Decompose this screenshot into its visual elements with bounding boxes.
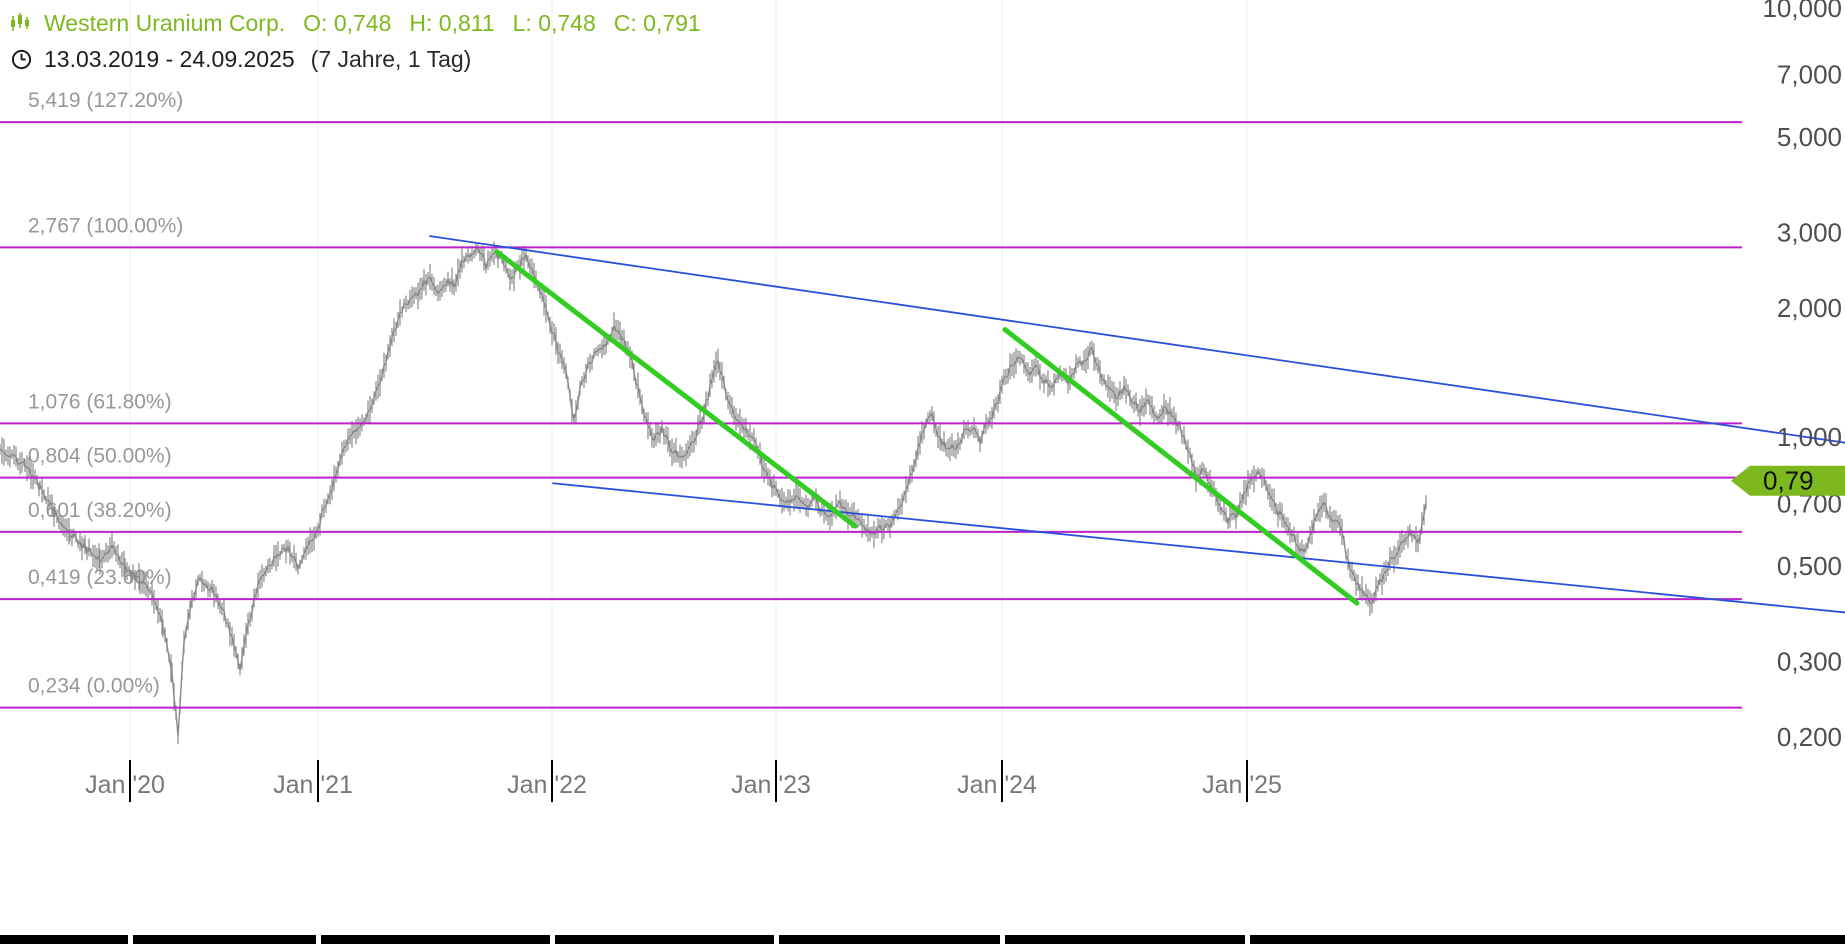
fib-level-label: 0,601 (38.20%) (28, 499, 172, 522)
channel-upper-trendline[interactable] (429, 235, 1845, 444)
open-value: O: 0,748 (303, 9, 392, 36)
bottom-scrollbar[interactable] (0, 935, 1845, 944)
chart-header: Western Uranium Corp. O: 0,748 H: 0,811 … (8, 6, 701, 76)
instrument-row: Western Uranium Corp. O: 0,748 H: 0,811 … (8, 6, 701, 40)
x-axis-tick-label: Jan '25 (1202, 771, 1282, 799)
instrument-name[interactable]: Western Uranium Corp. (44, 9, 286, 36)
y-axis-tick-label: 5,000 (1777, 122, 1842, 152)
last-price-tag-label: 0,79 (1763, 466, 1814, 496)
date-range[interactable]: 13.03.2019 - 24.09.2025 (44, 45, 295, 72)
bottom-bar-notch (316, 935, 321, 944)
x-axis-tick-label: Jan '20 (85, 771, 165, 799)
fib-level-label: 0,804 (50.00%) (28, 445, 172, 468)
y-axis-tick-label: 3,000 (1777, 217, 1842, 247)
price-line (0, 247, 1427, 736)
x-axis-tick-label: Jan '24 (957, 771, 1037, 799)
date-range-row: 13.03.2019 - 24.09.2025 (7 Jahre, 1 Tag) (8, 42, 701, 76)
high-value: H: 0,811 (409, 9, 495, 36)
candlestick-icon (8, 10, 34, 36)
fib-level-label: 0,419 (23.60%) (28, 566, 172, 589)
fib-level-label: 2,767 (100.00%) (28, 214, 183, 237)
x-axis-tick-label: Jan '22 (507, 771, 587, 799)
bottom-bar-notch (774, 935, 779, 944)
fib-level-label: 1,076 (61.80%) (28, 390, 172, 413)
y-axis-tick-label: 0,500 (1777, 551, 1842, 581)
bottom-bar-notch (550, 935, 555, 944)
channel-lower-trendline[interactable] (552, 482, 1845, 614)
low-value: L: 0,748 (512, 9, 596, 36)
fib-level-label: 5,419 (127.20%) (28, 89, 183, 112)
y-axis-tick-label: 7,000 (1777, 59, 1842, 89)
y-axis-tick-label: 2,000 (1777, 293, 1842, 323)
y-axis-tick-label: 1,000 (1777, 422, 1842, 452)
clock-icon (8, 46, 34, 72)
bottom-bar-notch (1000, 935, 1005, 944)
downtrend-a-trendline[interactable] (494, 249, 858, 529)
bottom-bar-notch (128, 935, 133, 944)
y-axis-tick-label: 0,300 (1777, 646, 1842, 676)
y-axis-tick-label: 10,000 (1762, 0, 1842, 23)
y-axis-tick-label: 0,200 (1777, 722, 1842, 752)
last-price-tag (1731, 465, 1845, 496)
close-value: C: 0,791 (613, 9, 701, 36)
period-label: (7 Jahre, 1 Tag) (310, 45, 472, 72)
fib-level-label: 0,234 (0.00%) (28, 675, 160, 698)
x-axis-tick-label: Jan '21 (273, 771, 353, 799)
downtrend-b-trendline[interactable] (1002, 327, 1360, 606)
bottom-bar-notch (1245, 935, 1250, 944)
x-axis-tick-label: Jan '23 (731, 771, 811, 799)
